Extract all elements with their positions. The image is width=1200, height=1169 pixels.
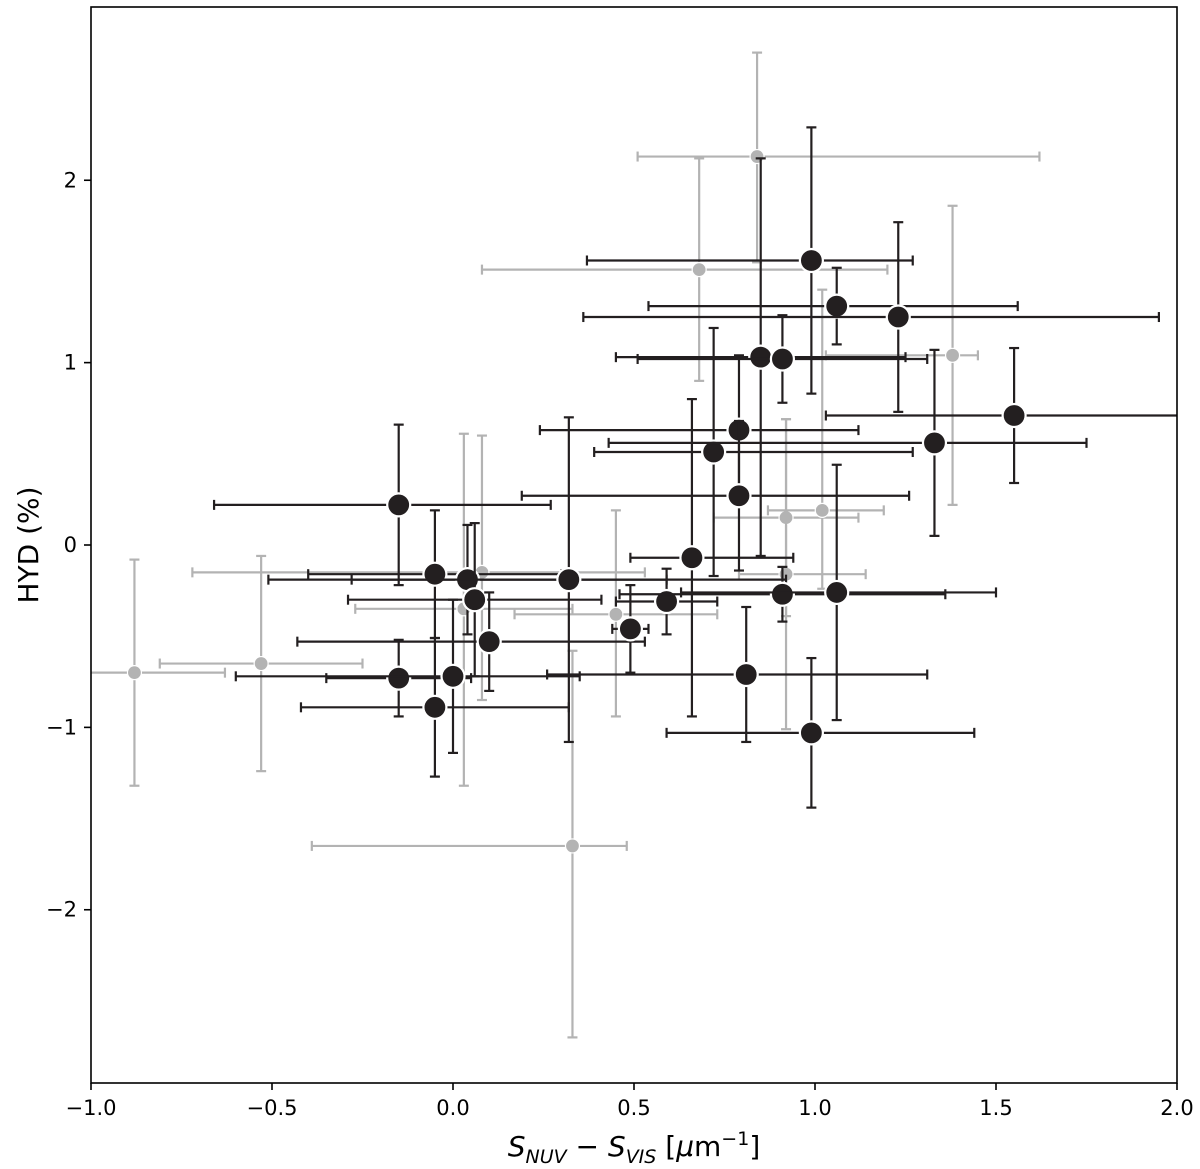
data-point	[733, 661, 759, 688]
data-point	[126, 665, 143, 681]
data-point	[824, 293, 850, 319]
data-point	[679, 545, 705, 571]
data-point	[1001, 402, 1027, 429]
data-point	[769, 346, 796, 372]
data-point	[691, 262, 707, 278]
data-point	[824, 579, 850, 606]
data-point	[944, 347, 961, 363]
data-point	[798, 720, 824, 746]
data-point	[476, 629, 502, 655]
y-tick-label: 2	[64, 168, 77, 192]
data-point	[653, 588, 680, 615]
data-point	[798, 247, 824, 274]
y-tick-label: 0	[64, 533, 77, 557]
x-tick-label: 2.0	[1160, 1096, 1193, 1120]
data-point	[386, 665, 412, 691]
x-tick-label: 1.0	[798, 1096, 831, 1120]
data-point	[769, 581, 796, 607]
data-point	[253, 655, 269, 672]
data-point	[748, 344, 774, 370]
data-point	[462, 587, 488, 613]
error-bar	[234, 598, 581, 755]
axis-ticks: −1.0 −0.5 0.0 0.5 1.0 1.5 2.0 −2 −1 0 1 2	[46, 168, 1194, 1120]
series-1	[212, 126, 1177, 809]
error-bar	[582, 221, 1161, 413]
series-0	[91, 51, 1041, 1039]
data-point	[885, 304, 911, 330]
error-bar	[737, 418, 867, 731]
data-point	[564, 838, 581, 854]
data-point	[921, 430, 948, 456]
data-point	[608, 606, 624, 622]
y-tick-label: −1	[46, 715, 77, 739]
x-axis-label: SNUV − SVIS [μm−1]	[508, 1128, 761, 1168]
data-point	[422, 561, 448, 587]
y-tick-label: −2	[46, 898, 77, 922]
y-axis-label: HYD (%)	[12, 486, 45, 603]
x-tick-label: 0.5	[617, 1096, 650, 1120]
x-tick-label: 1.5	[979, 1096, 1012, 1120]
x-tick-label: −0.5	[247, 1096, 298, 1120]
y-tick-label: 1	[64, 351, 77, 375]
data-point	[556, 567, 582, 593]
data-point	[701, 439, 727, 465]
data-point	[422, 694, 448, 720]
plot-marks	[91, 51, 1177, 1039]
x-tick-label: −1.0	[66, 1096, 117, 1120]
error-bar	[636, 51, 1041, 264]
error-bar	[212, 423, 552, 587]
data-point	[386, 492, 412, 518]
data-point	[726, 483, 752, 509]
x-tick-label: 0.0	[436, 1096, 469, 1120]
error-bar	[480, 157, 889, 382]
plot-frame	[90, 6, 1178, 1084]
data-point	[617, 616, 643, 642]
data-point	[814, 502, 830, 518]
data-point	[749, 148, 765, 165]
data-point	[440, 663, 466, 689]
